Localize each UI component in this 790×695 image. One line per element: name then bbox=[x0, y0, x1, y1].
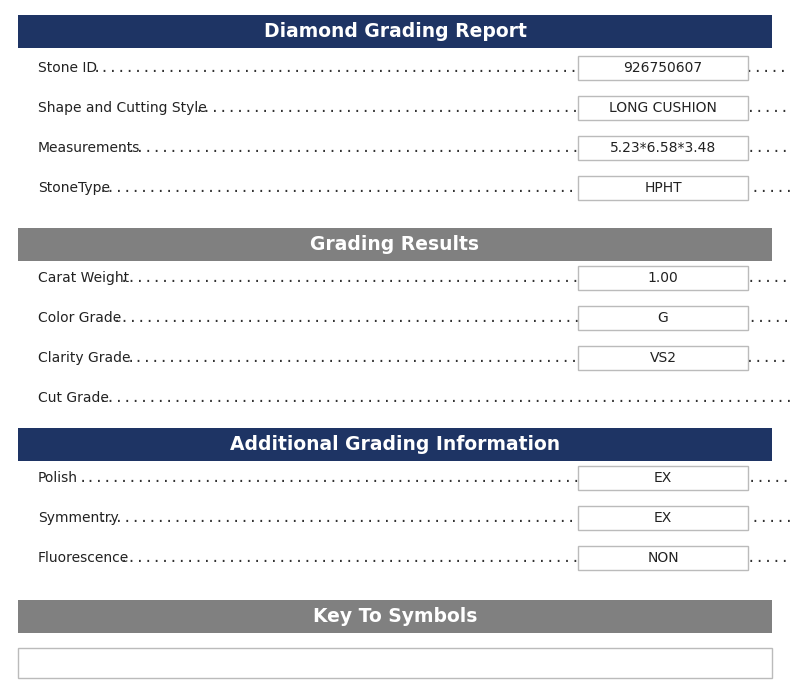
Bar bbox=[578, 56, 748, 80]
Text: 926750607: 926750607 bbox=[623, 61, 702, 75]
Bar bbox=[578, 346, 748, 370]
Bar bbox=[18, 648, 772, 678]
Text: LONG CUSHION: LONG CUSHION bbox=[609, 101, 717, 115]
Text: ................................................................................: ........................................… bbox=[194, 101, 790, 115]
Text: VS2: VS2 bbox=[649, 351, 676, 365]
Text: NON: NON bbox=[647, 551, 679, 565]
Text: Carat Weight: Carat Weight bbox=[38, 271, 129, 285]
Text: ................................................................................: ........................................… bbox=[100, 511, 790, 525]
Text: Cut Grade: Cut Grade bbox=[38, 391, 109, 405]
Bar bbox=[578, 176, 748, 200]
Text: ................................................................................: ........................................… bbox=[126, 351, 790, 365]
Text: 1.00: 1.00 bbox=[648, 271, 679, 285]
Text: StoneType: StoneType bbox=[38, 181, 110, 195]
Text: EX: EX bbox=[654, 471, 672, 485]
Text: Fluorescence: Fluorescence bbox=[38, 551, 130, 565]
Text: ................................................................................: ........................................… bbox=[92, 61, 790, 75]
Text: HPHT: HPHT bbox=[644, 181, 682, 195]
Text: EX: EX bbox=[654, 511, 672, 525]
Bar bbox=[18, 15, 772, 48]
Bar bbox=[578, 306, 748, 330]
Text: Color Grade: Color Grade bbox=[38, 311, 121, 325]
Text: Diamond Grading Report: Diamond Grading Report bbox=[264, 22, 526, 41]
Text: ................................................................................: ........................................… bbox=[113, 311, 790, 325]
Bar bbox=[578, 546, 748, 570]
Text: Symmentry: Symmentry bbox=[38, 511, 118, 525]
Text: ................................................................................: ........................................… bbox=[119, 141, 790, 155]
Text: Stone ID: Stone ID bbox=[38, 61, 97, 75]
Text: ................................................................................: ........................................… bbox=[119, 271, 790, 285]
Bar bbox=[18, 428, 772, 461]
Bar bbox=[18, 600, 772, 633]
Bar bbox=[578, 466, 748, 490]
Text: Polish: Polish bbox=[38, 471, 78, 485]
Text: Shape and Cutting Style: Shape and Cutting Style bbox=[38, 101, 207, 115]
Text: Grading Results: Grading Results bbox=[310, 235, 480, 254]
Text: ................................................................................: ........................................… bbox=[79, 471, 790, 485]
Text: 5.23*6.58*3.48: 5.23*6.58*3.48 bbox=[610, 141, 716, 155]
Bar bbox=[578, 506, 748, 530]
Bar bbox=[578, 96, 748, 120]
Text: ................................................................................: ........................................… bbox=[119, 551, 790, 565]
Text: Key To Symbols: Key To Symbols bbox=[313, 607, 477, 626]
Bar bbox=[578, 266, 748, 290]
Text: Measurements: Measurements bbox=[38, 141, 141, 155]
Bar bbox=[578, 136, 748, 160]
Text: ................................................................................: ........................................… bbox=[100, 391, 790, 405]
Bar bbox=[18, 228, 772, 261]
Text: G: G bbox=[657, 311, 668, 325]
Text: Additional Grading Information: Additional Grading Information bbox=[230, 435, 560, 454]
Text: Clarity Grade: Clarity Grade bbox=[38, 351, 130, 365]
Text: ................................................................................: ........................................… bbox=[100, 181, 790, 195]
